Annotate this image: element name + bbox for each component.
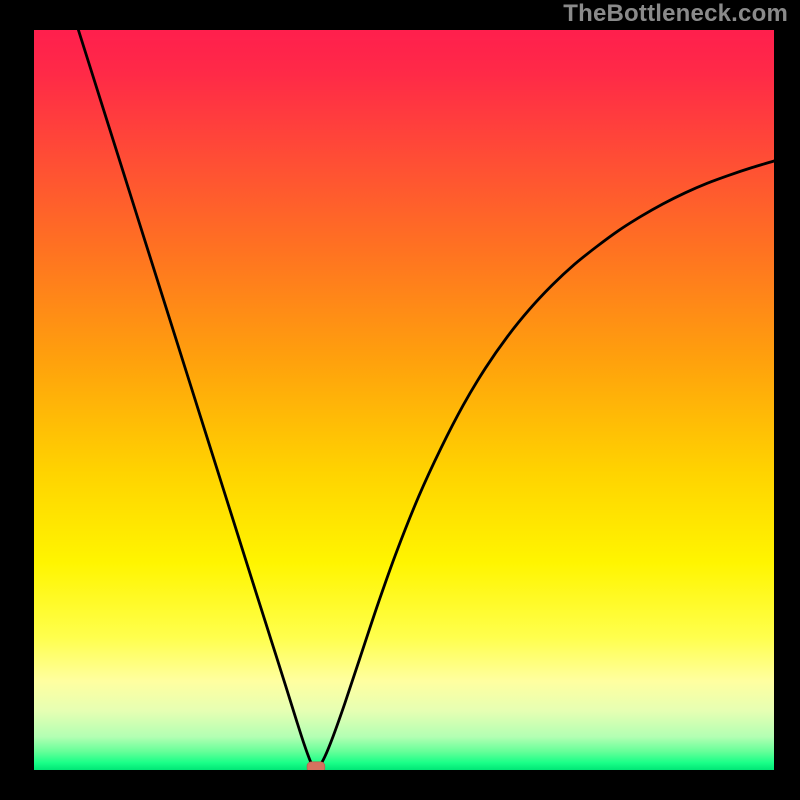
chart-svg [34, 30, 774, 770]
chart-frame: TheBottleneck.com [0, 0, 800, 800]
optimal-point-marker [307, 762, 325, 770]
chart-background [34, 30, 774, 770]
watermark-text: TheBottleneck.com [563, 0, 788, 28]
plot-area [34, 30, 774, 770]
